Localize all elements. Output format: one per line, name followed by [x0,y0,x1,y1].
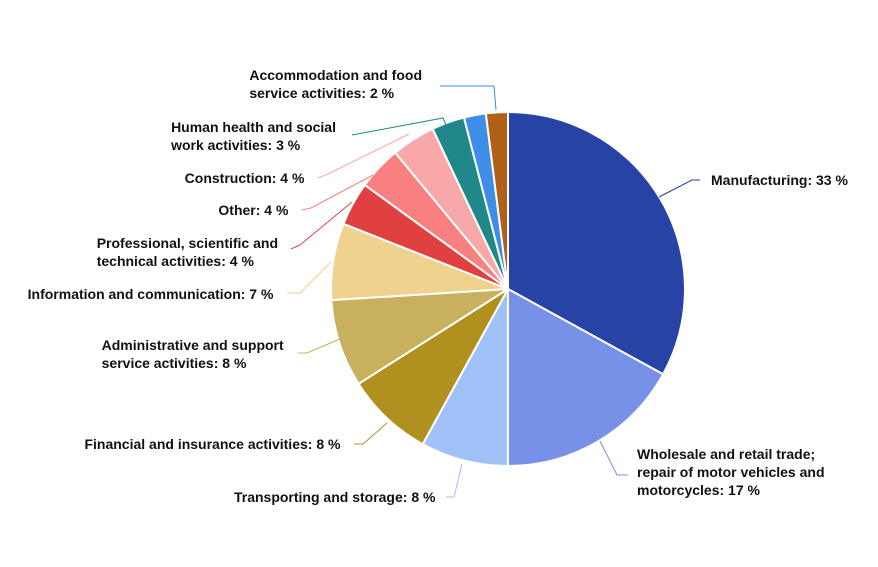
leader-line [446,463,463,498]
slice-label: Administrative and support service activi… [102,337,284,371]
slice-label-line: Human health and social [171,119,336,135]
slice-label-line: Other: 4 % [218,202,289,218]
leader-line [351,117,447,136]
leader-line [287,261,332,294]
slice-label: Financial and insurance activities: 8 % [84,436,341,452]
slice-label-line: Financial and insurance activities: 8 % [84,436,341,452]
pie-slice [330,288,509,386]
slice-label-line: Construction: 4 % [185,170,305,186]
slice-label: Accommodation and food service activities… [249,67,422,101]
slice-label-line: Wholesale and retail trade; [637,446,815,462]
pie-slice [507,287,665,468]
slice-labels: Manufacturing: 33 % Wholesale and retail … [28,67,849,505]
leader-line [290,201,353,250]
pie-slice [507,110,686,376]
slice-label: Professional, scientific and technical ac… [97,235,278,269]
slice-label-line: Administrative and support [102,337,284,353]
leader-line [599,440,628,476]
slice-label: Information and communication: 7 % [28,286,274,302]
slice-label-line: work activities: 3 % [170,137,301,153]
slice-label: Construction: 4 % [185,170,305,186]
slice-label-line: technical activities: 4 % [97,253,255,269]
leader-lines [287,85,700,498]
leader-line [440,85,497,111]
slice-label-line: Transporting and storage: 8 % [234,489,436,505]
slice-label-line: Professional, scientific and [97,235,278,251]
slice-label-line: Information and communication: 7 % [28,286,274,302]
slice-label-line: Accommodation and food [249,67,422,83]
leader-line [354,422,388,445]
leader-line [298,338,341,354]
pie-slice [357,288,509,446]
slice-label: Other: 4 % [218,202,289,218]
pie-slice [421,288,509,468]
slice-label-line: service activities: 2 % [249,85,394,101]
slice-label: Human health and social work activities: … [170,119,336,153]
slice-label-line: Manufacturing: 33 % [711,172,848,188]
leader-line [658,179,700,198]
leader-line [301,174,374,211]
pie-slices [330,110,686,468]
slice-label-line: repair of motor vehicles and [637,464,825,480]
slice-label: Wholesale and retail trade; repair of mot… [637,446,825,498]
slice-label: Transporting and storage: 8 % [234,489,436,505]
leader-line [317,133,410,179]
slice-label: Manufacturing: 33 % [711,172,848,188]
slice-label-line: service activities: 8 % [102,355,247,371]
slice-label-line: motorcycles: 17 % [637,482,760,498]
pie-slice [484,110,509,290]
